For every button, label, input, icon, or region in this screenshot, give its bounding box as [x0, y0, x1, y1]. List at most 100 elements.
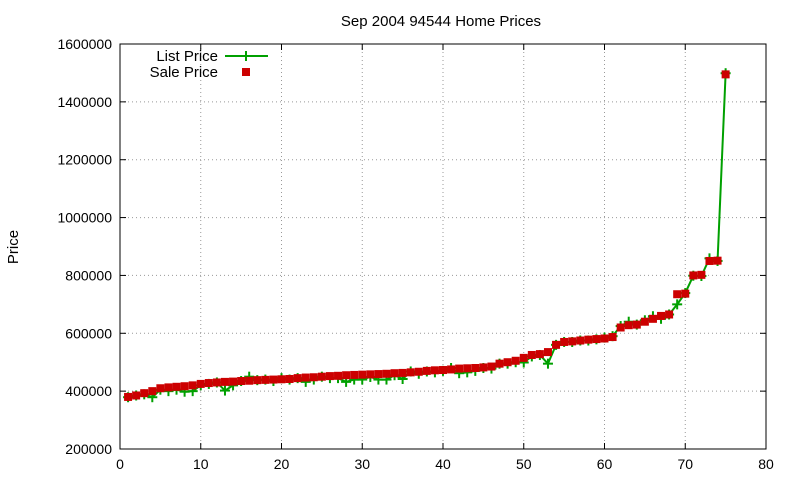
- x-tick-label: 70: [677, 456, 693, 472]
- sale-price-point: [535, 350, 544, 359]
- sale-price-point: [632, 320, 641, 329]
- sale-price-point: [156, 384, 165, 393]
- sale-price-point: [648, 314, 657, 323]
- sale-price-point: [196, 379, 205, 388]
- sale-price-point: [406, 368, 415, 377]
- y-tick-label: 1600000: [57, 36, 112, 52]
- sale-price-point: [180, 382, 189, 391]
- sale-price-point: [511, 356, 520, 365]
- sale-price-point: [220, 377, 229, 386]
- sale-price-point: [705, 256, 714, 265]
- sale-price-point: [374, 370, 383, 379]
- legend-label-sale-price: Sale Price: [150, 64, 218, 81]
- sale-price-point: [608, 333, 617, 342]
- sale-price-point: [576, 336, 585, 345]
- sale-price-point: [673, 290, 682, 299]
- sale-price-point: [382, 369, 391, 378]
- x-tick-label: 80: [758, 456, 774, 472]
- axis-ticks: 0 10 20 30 40 50 60 70 80 200000 400000 600000 80000…: [57, 36, 774, 472]
- sale-price-point: [253, 376, 262, 385]
- list-price-point: [542, 358, 553, 369]
- y-tick-label: 400000: [65, 383, 112, 399]
- sale-price-point: [261, 375, 270, 384]
- sale-price-point: [463, 364, 472, 373]
- sale-price-point: [229, 377, 238, 386]
- sale-price-point: [148, 387, 157, 396]
- sale-price-point: [624, 321, 633, 330]
- sale-price-point: [277, 375, 286, 384]
- y-tick-label: 1400000: [57, 94, 112, 110]
- sale-price-point: [188, 381, 197, 390]
- legend-label-list-price: List Price: [156, 48, 218, 65]
- sale-price-point: [568, 337, 577, 346]
- legend-marker-sale-price: [242, 68, 250, 76]
- y-axis-label: Price: [5, 230, 22, 264]
- legend: List Price Sale Price: [150, 48, 268, 81]
- y-tick-label: 800000: [65, 267, 112, 283]
- sale-price-point: [334, 371, 343, 380]
- sale-price-point: [342, 371, 351, 380]
- x-tick-label: 10: [193, 456, 209, 472]
- y-tick-label: 1000000: [57, 210, 112, 226]
- sale-price-point: [366, 370, 375, 379]
- list-price-point: [672, 299, 683, 310]
- sale-price-point: [124, 392, 133, 401]
- sale-price-point: [350, 370, 359, 379]
- series-layer: [123, 68, 731, 403]
- sale-price-point: [487, 362, 496, 371]
- legend-marker-list-price: [241, 51, 251, 61]
- sale-price-point: [317, 372, 326, 381]
- x-tick-label: 0: [116, 456, 124, 472]
- sale-price-point: [430, 366, 439, 375]
- sale-price-point: [689, 271, 698, 280]
- x-tick-label: 50: [516, 456, 532, 472]
- sale-price-point: [592, 335, 601, 344]
- sale-price-point: [293, 374, 302, 383]
- sale-price-point: [584, 335, 593, 344]
- list-price-line: [127, 73, 727, 399]
- sale-price-point: [132, 391, 141, 400]
- sale-price-point: [414, 367, 423, 376]
- sale-price-point: [600, 334, 609, 343]
- sale-price-point: [398, 368, 407, 377]
- sale-price-point: [721, 70, 730, 79]
- sale-price-point: [552, 340, 561, 349]
- sale-price-point: [713, 256, 722, 265]
- sale-price-point: [422, 366, 431, 375]
- grid-lines: [120, 44, 766, 449]
- sale-price-point: [204, 379, 213, 388]
- y-tick-label: 600000: [65, 325, 112, 341]
- sale-price-point: [164, 383, 173, 392]
- y-tick-label: 200000: [65, 441, 112, 457]
- sale-price-point: [455, 364, 464, 373]
- sale-price-point: [527, 350, 536, 359]
- sale-price-point: [237, 377, 246, 386]
- sale-price-point: [285, 374, 294, 383]
- sale-price-point: [172, 382, 181, 391]
- x-tick-label: 60: [597, 456, 613, 472]
- sale-price-point: [665, 310, 674, 319]
- sale-price-point: [616, 323, 625, 332]
- sale-price-point: [140, 389, 149, 398]
- sale-price-point: [543, 348, 552, 357]
- x-tick-label: 30: [354, 456, 370, 472]
- sale-price-point: [325, 372, 334, 381]
- x-tick-label: 40: [435, 456, 451, 472]
- sale-price-point: [245, 376, 254, 385]
- sale-price-point: [503, 358, 512, 367]
- y-tick-label: 1200000: [57, 152, 112, 168]
- sale-price-point: [495, 359, 504, 368]
- sale-price-point: [479, 363, 488, 372]
- sale-price-point: [471, 364, 480, 372]
- sale-price-point: [447, 365, 456, 374]
- list-price-point: [219, 385, 230, 396]
- sale-price-point: [269, 375, 278, 384]
- sale-price-point: [309, 373, 318, 382]
- sale-price-point: [212, 378, 221, 387]
- sale-price-point: [519, 353, 528, 362]
- chart-title: Sep 2004 94544 Home Prices: [341, 13, 541, 30]
- sale-price-point: [640, 317, 649, 326]
- x-tick-label: 20: [274, 456, 290, 472]
- sale-price-point: [358, 370, 367, 379]
